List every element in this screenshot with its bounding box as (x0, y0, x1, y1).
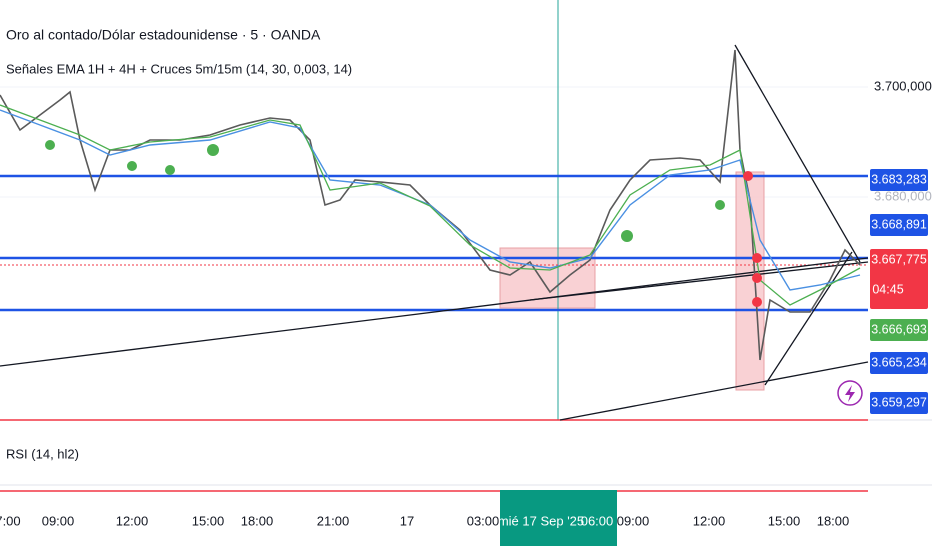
price-label-box (870, 214, 928, 236)
time-label: 21:00 (317, 513, 350, 528)
price-path (0, 49, 861, 361)
ema-fast (0, 104, 861, 306)
time-label: 15:00 (192, 513, 225, 528)
time-label: 7:00 (0, 513, 21, 528)
price-label-box (870, 249, 928, 309)
price-label: 3.666,693 (871, 322, 927, 336)
price-label: 3.667,775 (871, 252, 927, 266)
time-label: 17 (400, 513, 414, 528)
price-label: 3.665,234 (871, 355, 927, 369)
rsi-label: RSI (14, hl2) (6, 446, 79, 461)
time-cursor-date: mié 17 Sep '25 (498, 513, 584, 528)
time-label: 15:00 (768, 513, 801, 528)
time-label: 18:00 (817, 513, 850, 528)
signal-dots (45, 140, 725, 242)
price-label-box (870, 352, 928, 374)
price-label: 3.683,283 (871, 172, 927, 186)
price-label: 3.659,297 (871, 395, 927, 409)
price-level: 3.700,000 (874, 78, 932, 93)
time-label: 09:00 (42, 513, 75, 528)
price-level: 3.680,000 (874, 188, 932, 203)
time-label: 12:00 (116, 513, 149, 528)
alert-icon-glyph (845, 385, 855, 402)
price-label-box (870, 319, 928, 341)
signal-dots (743, 171, 762, 307)
price-label-box (870, 169, 928, 191)
time-label: 03:00 (467, 513, 500, 528)
indicator-label: Señales EMA 1H + 4H + Cruces 5m/15m (14,… (6, 61, 352, 76)
time-label: 09:00 (617, 513, 650, 528)
ema-slow (0, 109, 861, 291)
time-cursor-time: 06:00 (581, 513, 614, 528)
time-label: 18:00 (241, 513, 274, 528)
trend-lines (0, 44, 869, 421)
price-label-box (870, 392, 928, 414)
time-cursor-box (500, 490, 617, 546)
price-countdown: 04:45 (872, 282, 903, 296)
price-label: 3.668,891 (871, 217, 927, 231)
time-label: 12:00 (693, 513, 726, 528)
symbol-title: Oro al contado/Dólar estadounidense · 5 … (6, 27, 321, 43)
